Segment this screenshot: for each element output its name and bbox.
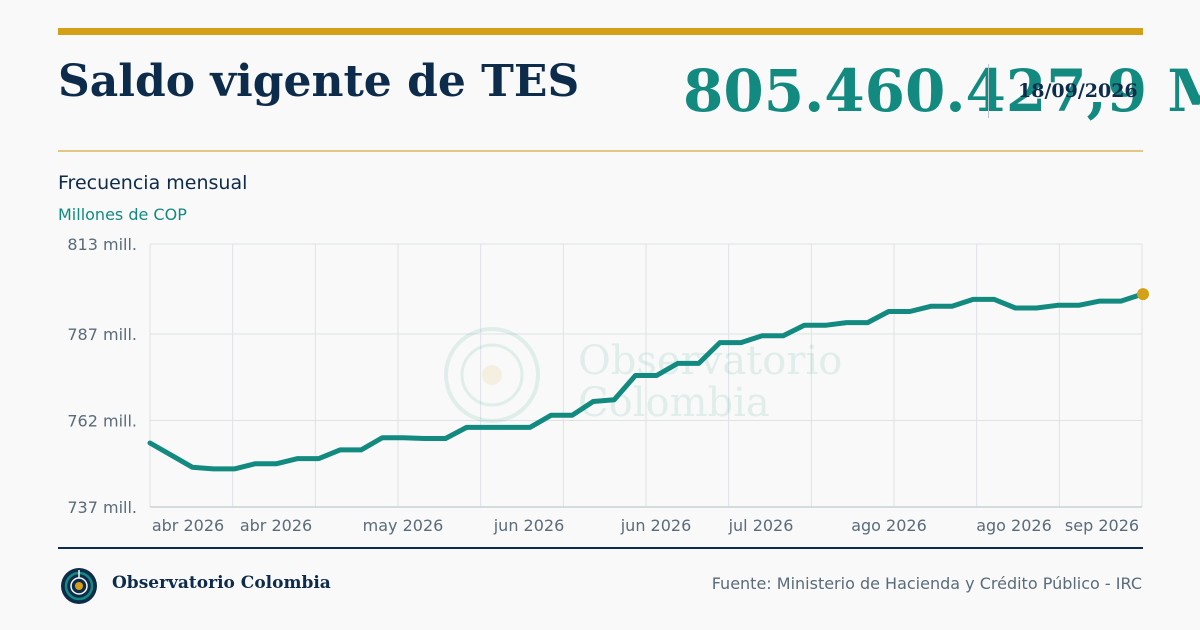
y-tick-label: 813 mill. xyxy=(67,235,137,254)
x-tick-label: jun 2026 xyxy=(620,516,692,535)
value-date: 18/09/2026 xyxy=(1018,80,1138,102)
watermark-text-2: Colombia xyxy=(578,380,770,426)
x-tick-label: jun 2026 xyxy=(493,516,565,535)
current-value: 805.460.427,9 M xyxy=(683,57,1200,125)
header-divider xyxy=(58,150,1143,152)
watermark: Observatorio Colombia xyxy=(444,327,842,426)
value-divider xyxy=(988,64,989,118)
chart-subtitle: Frecuencia mensual xyxy=(58,172,248,194)
x-tick-label: jul 2026 xyxy=(728,516,794,535)
chart-grid xyxy=(149,243,1143,508)
x-tick-label: abr 2026 xyxy=(152,516,224,535)
chart-units: Millones de COP xyxy=(58,205,187,224)
y-tick-label: 787 mill. xyxy=(67,325,137,344)
footer-brand-name: Observatorio Colombia xyxy=(112,573,331,593)
x-tick-label: sep 2026 xyxy=(1065,516,1139,535)
footer-source: Fuente: Ministerio de Hacienda y Crédito… xyxy=(711,574,1142,593)
page-title: Saldo vigente de TES xyxy=(58,56,580,107)
x-tick-label: ago 2026 xyxy=(851,516,927,535)
watermark-logo-core xyxy=(482,365,502,385)
y-tick-label: 737 mill. xyxy=(67,498,137,517)
last-data-point xyxy=(1137,288,1149,301)
series-line xyxy=(147,291,1145,472)
watermark-logo-ring xyxy=(460,343,524,407)
y-tick-label: 762 mill. xyxy=(67,411,137,430)
watermark-text-1: Observatorio xyxy=(578,338,842,384)
watermark-logo-icon xyxy=(444,327,540,423)
footer-divider xyxy=(58,547,1143,549)
x-tick-label: may 2026 xyxy=(363,516,444,535)
x-tick-label: abr 2026 xyxy=(240,516,312,535)
axis-labels: 737 mill. 762 mill. 787 mill. 813 mill. abr … xyxy=(67,235,1139,535)
observatorio-logo-icon xyxy=(61,568,97,604)
top-accent-bar xyxy=(58,28,1143,35)
x-tick-label: ago 2026 xyxy=(976,516,1052,535)
